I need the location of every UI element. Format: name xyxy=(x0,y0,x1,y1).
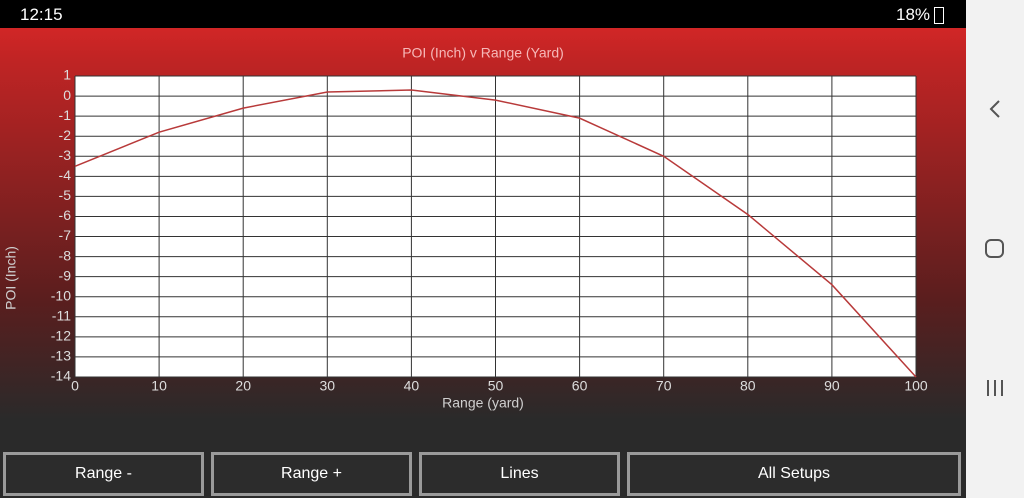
home-button[interactable] xyxy=(985,239,1004,258)
x-tick-label: 40 xyxy=(404,378,420,394)
chart-title: POI (Inch) v Range (Yard) xyxy=(402,45,564,61)
back-button[interactable] xyxy=(989,100,1000,118)
y-tick-label: -11 xyxy=(52,308,71,324)
x-tick-label: 10 xyxy=(151,378,167,394)
x-tick-label: 20 xyxy=(235,378,251,394)
y-axis-label: POI (Inch) xyxy=(3,246,19,310)
all-setups-button[interactable]: All Setups xyxy=(627,452,961,496)
status-bar: 12:15 18% xyxy=(0,0,966,28)
y-tick-label: -14 xyxy=(51,368,71,384)
y-tick-label: -12 xyxy=(51,328,71,344)
y-tick-label: -1 xyxy=(59,107,72,123)
y-tick-label: -6 xyxy=(59,207,72,223)
battery-level: 18% xyxy=(896,5,931,24)
y-tick-label: -8 xyxy=(59,247,72,263)
clock: 12:15 xyxy=(20,5,63,24)
y-tick-label: -3 xyxy=(59,147,72,163)
x-axis-label: Range (yard) xyxy=(442,395,524,411)
y-tick-label: -5 xyxy=(59,187,72,203)
y-tick-label: -9 xyxy=(59,267,72,283)
y-tick-label: 1 xyxy=(63,67,71,83)
x-tick-label: 90 xyxy=(824,378,840,394)
range-plus-button[interactable]: Range + xyxy=(211,452,412,496)
data-line xyxy=(74,89,917,378)
range-minus-button[interactable]: Range - xyxy=(3,452,204,496)
recents-button[interactable] xyxy=(987,380,1003,396)
x-tick-label: 80 xyxy=(740,378,756,394)
x-tick-label: 50 xyxy=(488,378,504,394)
chart: POI (Inch) v Range (Yard) Range (yard) P… xyxy=(3,45,928,411)
y-tick-label: -10 xyxy=(51,287,71,303)
y-tick-label: -7 xyxy=(59,227,72,243)
lines-button[interactable]: Lines xyxy=(419,452,620,496)
x-tick-label: 60 xyxy=(572,378,588,394)
x-tick-label: 100 xyxy=(904,378,928,394)
x-tick-label: 70 xyxy=(656,378,672,394)
x-tick-label: 30 xyxy=(320,378,336,394)
x-tick-label: 0 xyxy=(71,378,79,394)
nav-bar xyxy=(985,100,1004,396)
y-tick-label: -13 xyxy=(51,348,71,364)
y-tick-label: -4 xyxy=(59,167,72,183)
app-content: 12:15 18% POI (Inch) v Range (Yard) Rang… xyxy=(0,0,966,498)
y-tick-label: -2 xyxy=(59,127,72,143)
y-tick-label: 0 xyxy=(63,87,71,103)
battery-icon xyxy=(934,7,944,24)
